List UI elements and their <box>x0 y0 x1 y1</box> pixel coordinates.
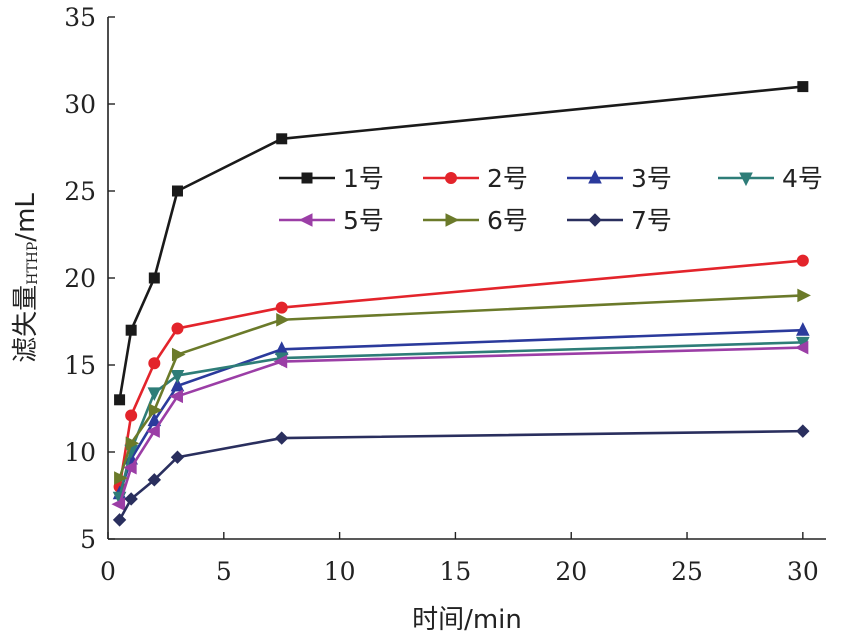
y-tick-label: 15 <box>64 351 96 380</box>
data-point <box>275 301 288 314</box>
legend-label: 3号 <box>631 164 672 193</box>
series-5 <box>111 340 809 512</box>
x-tick-label: 5 <box>216 557 232 586</box>
series-6 <box>114 288 811 485</box>
series-line <box>118 294 803 479</box>
y-axis-title-unit: /mL <box>11 193 41 242</box>
series-1 <box>114 81 809 406</box>
series-line <box>118 429 803 521</box>
data-point <box>275 431 289 445</box>
legend-marker <box>301 172 313 184</box>
legend-label: 2号 <box>487 164 528 193</box>
y-tick-label: 30 <box>64 90 96 119</box>
data-point <box>170 369 185 384</box>
legend-item: 3号 <box>567 164 672 193</box>
legend-label: 1号 <box>343 164 384 193</box>
legend-marker <box>445 213 460 227</box>
data-point <box>148 272 160 284</box>
legend-marker <box>739 172 753 187</box>
data-point <box>147 473 162 487</box>
y-ticks: 5 10 15 20 25 30 35 <box>64 3 115 554</box>
data-point <box>114 471 128 485</box>
legend-item: 5号 <box>279 206 384 235</box>
y-tick-label: 20 <box>64 264 96 293</box>
data-point <box>276 133 288 145</box>
data-point <box>169 389 183 404</box>
data-point <box>170 377 185 392</box>
series-line <box>118 85 803 401</box>
data-point <box>171 185 183 197</box>
data-point <box>794 340 809 355</box>
data-point <box>170 450 185 464</box>
data-point <box>796 424 810 438</box>
series-line <box>118 341 803 498</box>
data-point <box>125 409 138 422</box>
data-point <box>114 394 126 406</box>
y-axis-title-subscript: HTHP <box>25 242 41 285</box>
data-point <box>276 312 290 327</box>
x-tick-label: 20 <box>555 557 587 586</box>
y-tick-label: 35 <box>64 3 96 32</box>
data-point <box>147 412 162 427</box>
data-point <box>111 497 126 512</box>
legend-marker <box>588 213 602 227</box>
legend-marker <box>298 213 313 227</box>
legend-label: 4号 <box>782 164 823 193</box>
series-2 <box>113 254 809 493</box>
x-tick-label: 15 <box>440 557 472 586</box>
legend: 1号 2号 3号 4号 5号 6号 7号 <box>279 164 823 235</box>
x-tick-label: 0 <box>100 557 116 586</box>
legend-marker <box>588 169 602 184</box>
data-point <box>125 324 137 336</box>
data-point <box>796 254 809 267</box>
y-axis-title: 滤失量HTHP/mL <box>11 193 41 363</box>
legend-item: 1号 <box>279 164 384 193</box>
data-point <box>148 403 163 418</box>
data-point <box>147 387 162 401</box>
data-point <box>273 354 288 369</box>
data-point <box>112 513 127 527</box>
data-point <box>796 322 810 336</box>
legend-marker <box>445 172 457 184</box>
x-axis-title: 时间/min <box>412 605 522 635</box>
data-point <box>123 460 137 475</box>
data-point <box>171 322 184 335</box>
series-line <box>118 328 803 495</box>
series-4 <box>112 336 810 506</box>
legend-label: 7号 <box>631 206 672 235</box>
series-7 <box>112 424 810 527</box>
legend-item: 4号 <box>718 164 823 193</box>
y-tick-label: 10 <box>64 438 96 467</box>
x-tick-label: 25 <box>671 557 703 586</box>
legend-label: 6号 <box>487 206 528 235</box>
data-point <box>797 288 811 303</box>
x-tick-label: 10 <box>324 557 356 586</box>
legend-item: 6号 <box>423 206 528 235</box>
data-point <box>797 81 809 93</box>
x-tick-label: 30 <box>787 557 819 586</box>
y-tick-label: 25 <box>64 177 96 206</box>
series-line <box>118 346 803 505</box>
data-point <box>146 424 160 438</box>
data-point <box>124 492 138 506</box>
data-point <box>148 357 161 370</box>
series-line <box>118 259 803 488</box>
y-tick-label: 5 <box>80 525 96 554</box>
series-layer <box>111 81 811 527</box>
data-point <box>171 347 186 362</box>
legend-item: 7号 <box>567 206 672 235</box>
legend-item: 2号 <box>423 164 528 193</box>
x-ticks: 0 5 10 15 20 25 30 <box>100 532 819 586</box>
y-axis-title-main: 滤失量 <box>11 285 41 363</box>
data-point <box>125 436 140 451</box>
legend-label: 5号 <box>343 206 384 235</box>
